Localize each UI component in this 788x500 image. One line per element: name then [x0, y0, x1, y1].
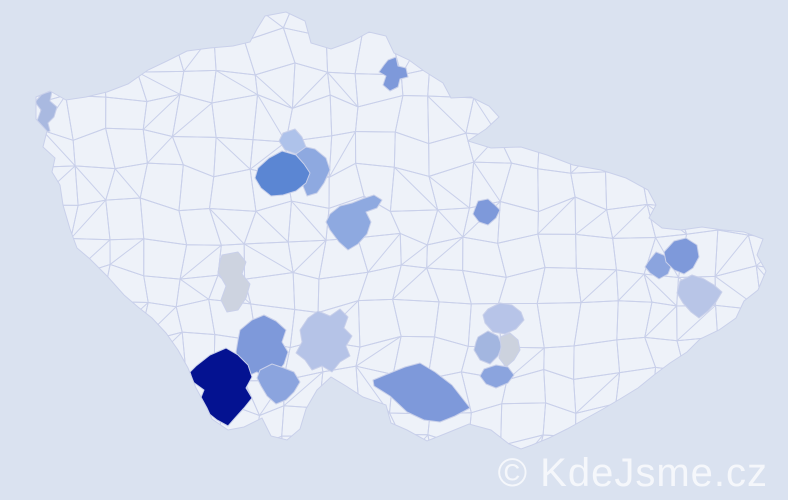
district-kolin[interactable]: [325, 194, 383, 251]
district-cell-border: [755, 265, 766, 304]
district-cell: [748, 235, 788, 270]
district-cell-border: [179, 278, 209, 300]
district-cell-border: [243, 243, 294, 273]
country-border: [35, 11, 767, 450]
district-cell-border: [714, 234, 749, 277]
district-cell-border: [400, 244, 428, 266]
district-cell-border: [292, 239, 327, 273]
district-cell-border: [74, 165, 107, 201]
district-blatna-gray[interactable]: [217, 251, 251, 313]
district-cell-border: [327, 71, 359, 108]
district-cell-border: [209, 208, 245, 245]
district-cell-border: [676, 304, 716, 342]
district-cell-border: [617, 273, 645, 302]
district-cell-border: [147, 136, 173, 164]
district-cell-border: [392, 267, 428, 300]
district-cell-border: [255, 210, 289, 243]
district-cell-border: [292, 71, 328, 109]
district-brno-west[interactable]: [473, 330, 503, 365]
district-cell-border: [580, 269, 617, 303]
district-cell-border: [510, 434, 544, 449]
district-cell-border: [142, 93, 181, 130]
district-ostrava-se-light[interactable]: [676, 274, 723, 319]
district-cell-border: [428, 176, 470, 209]
district-cell-border: [644, 305, 678, 338]
district-cell-border: [252, 12, 284, 29]
district-ostrava-main[interactable]: [663, 237, 700, 275]
district-cell-border: [41, 129, 76, 167]
district-cell-border: [254, 74, 293, 109]
district-cell-border: [172, 102, 213, 137]
district-cell-border: [437, 209, 464, 238]
district-cell-border: [109, 238, 145, 265]
district-cell-border: [426, 236, 464, 269]
district-cell-border: [427, 95, 467, 134]
district-cell: [501, 435, 543, 473]
district-as-west-tip[interactable]: [35, 90, 58, 134]
district-brno-gray[interactable]: [498, 332, 521, 368]
district-cell-border: [114, 168, 141, 199]
district-jindrichuv-hradec[interactable]: [295, 308, 353, 373]
district-cell-border: [257, 94, 287, 143]
district-cell-border: [249, 141, 287, 170]
highlighted-districts: [35, 56, 723, 427]
district-prague-core[interactable]: [254, 150, 311, 197]
district-cell-border: [643, 273, 678, 307]
district-cell-border: [367, 233, 401, 273]
district-hradec[interactable]: [472, 198, 501, 226]
district-cell-border: [291, 200, 327, 241]
district-cell-border: [612, 204, 648, 239]
district-cell-border: [473, 161, 501, 202]
district-cell-border: [215, 69, 258, 96]
district-cell-border: [575, 209, 607, 235]
district-cell-border: [575, 372, 620, 414]
district-cell-border: [215, 136, 251, 170]
country-outline: [36, 12, 766, 449]
district-cell: [391, 435, 437, 481]
district-cell-border: [355, 335, 402, 367]
district-brno-south[interactable]: [479, 364, 515, 389]
district-brno-north-light[interactable]: [482, 302, 525, 335]
district-cell-border: [70, 199, 107, 239]
district-sviny[interactable]: [256, 363, 301, 405]
district-cell-border: [537, 196, 576, 235]
district-cell-border: [283, 371, 324, 407]
district-cell-border: [179, 244, 222, 280]
district-cell-border: [328, 131, 356, 178]
district-cell-border: [137, 71, 181, 95]
district-varnsdorf-north[interactable]: [378, 56, 409, 92]
district-cell-border: [393, 166, 439, 211]
district-znojmo[interactable]: [372, 362, 471, 423]
